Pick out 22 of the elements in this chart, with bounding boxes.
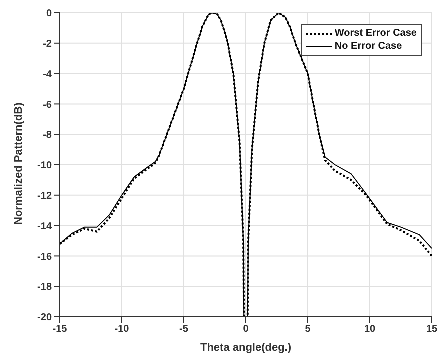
y-tick-label: -14 (38, 221, 52, 232)
legend-label: Worst Error Case (334, 27, 417, 40)
y-tick-label: -2 (43, 38, 52, 50)
y-tick-label: -8 (43, 130, 52, 142)
legend-label: No Error Case (334, 40, 402, 53)
x-tick-label: 0 (243, 324, 250, 336)
x-tick-label: 15 (426, 324, 438, 336)
y-tick-label: -6 (43, 100, 52, 111)
x-axis-title: Theta angle(deg.) (200, 342, 292, 354)
x-tick-label: 5 (305, 324, 312, 336)
x-tick-label: -5 (180, 324, 189, 336)
x-tick-label: -15 (52, 324, 68, 336)
y-tick-label: -18 (38, 282, 52, 294)
y-tick-label: -4 (43, 69, 52, 80)
y-tick-label: -10 (38, 160, 52, 172)
y-axis-title: Normalized Pattern(dB) (12, 102, 25, 225)
y-tick-label: -12 (38, 190, 52, 202)
x-tick-label: -10 (114, 324, 130, 336)
y-tick-label: -16 (38, 252, 52, 263)
x-tick-label: 10 (364, 324, 376, 336)
y-tick-label: 0 (46, 8, 52, 20)
y-tick-label: -20 (38, 312, 52, 324)
